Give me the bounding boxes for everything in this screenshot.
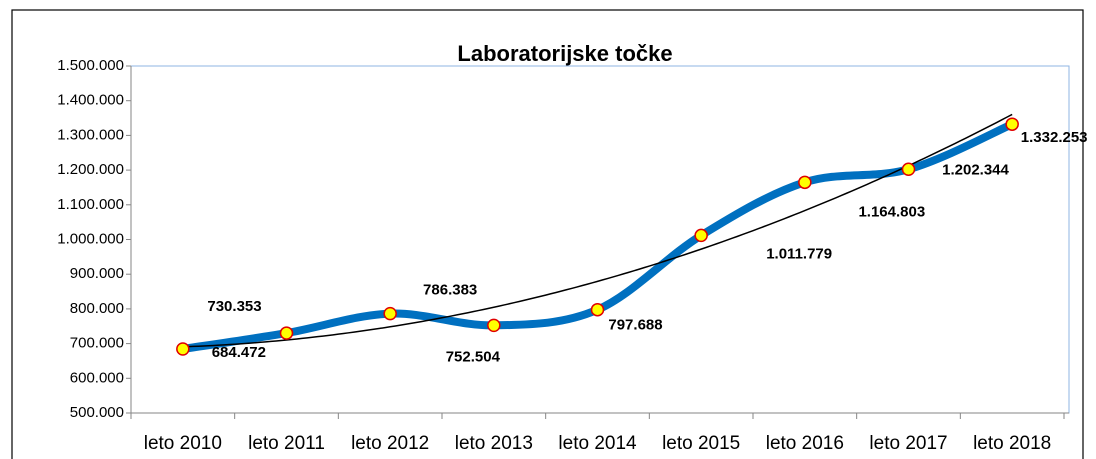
data-label: 684.472 [212,344,266,361]
chart-border [11,9,1084,459]
y-tick-label: 600.000 [70,369,124,386]
x-tick-label: leto 2015 [662,433,740,454]
y-tick-label: 1.100.000 [57,196,124,213]
x-tick-label: leto 2011 [248,433,325,454]
marker [590,302,605,317]
data-label: 797.688 [608,317,662,334]
x-tick-label: leto 2017 [869,433,947,454]
data-label: 786.383 [423,282,477,299]
trendline [182,113,1013,348]
y-tick-label: 1.300.000 [57,126,124,143]
marker [798,175,812,190]
y-tick-label: 900.000 [70,265,124,282]
data-label: 1.202.344 [942,161,1009,178]
y-tick-label: 1.500.000 [57,57,124,74]
marker [383,306,397,321]
data-label: 730.353 [207,298,261,315]
x-tick-label: leto 2018 [973,433,1051,454]
x-tick-label: leto 2014 [558,433,637,454]
y-tick-label: 1.000.000 [57,230,124,247]
y-tick-label: 500.000 [70,404,124,421]
marker [694,228,708,243]
chart-title: Laboratorijske točke [457,41,672,66]
data-label: 1.011.779 [766,245,832,262]
x-tick-label: leto 2016 [766,433,844,454]
y-tick-label: 800.000 [70,300,124,317]
marker [487,318,501,333]
y-tick-label: 1.200.000 [57,161,124,178]
x-tick-label: leto 2012 [351,433,429,454]
marker [279,326,294,340]
x-tick-label: leto 2010 [144,433,222,454]
x-tick-label: leto 2013 [455,433,533,454]
y-tick-label: 700.000 [70,335,124,352]
marker [901,162,916,177]
y-tick-label: 1.400.000 [57,92,124,109]
data-label: 1.164.803 [858,203,925,220]
marker [1005,117,1019,131]
data-label: 1.332.253 [1021,129,1088,146]
marker [176,342,190,356]
data-label: 752.504 [446,348,501,365]
